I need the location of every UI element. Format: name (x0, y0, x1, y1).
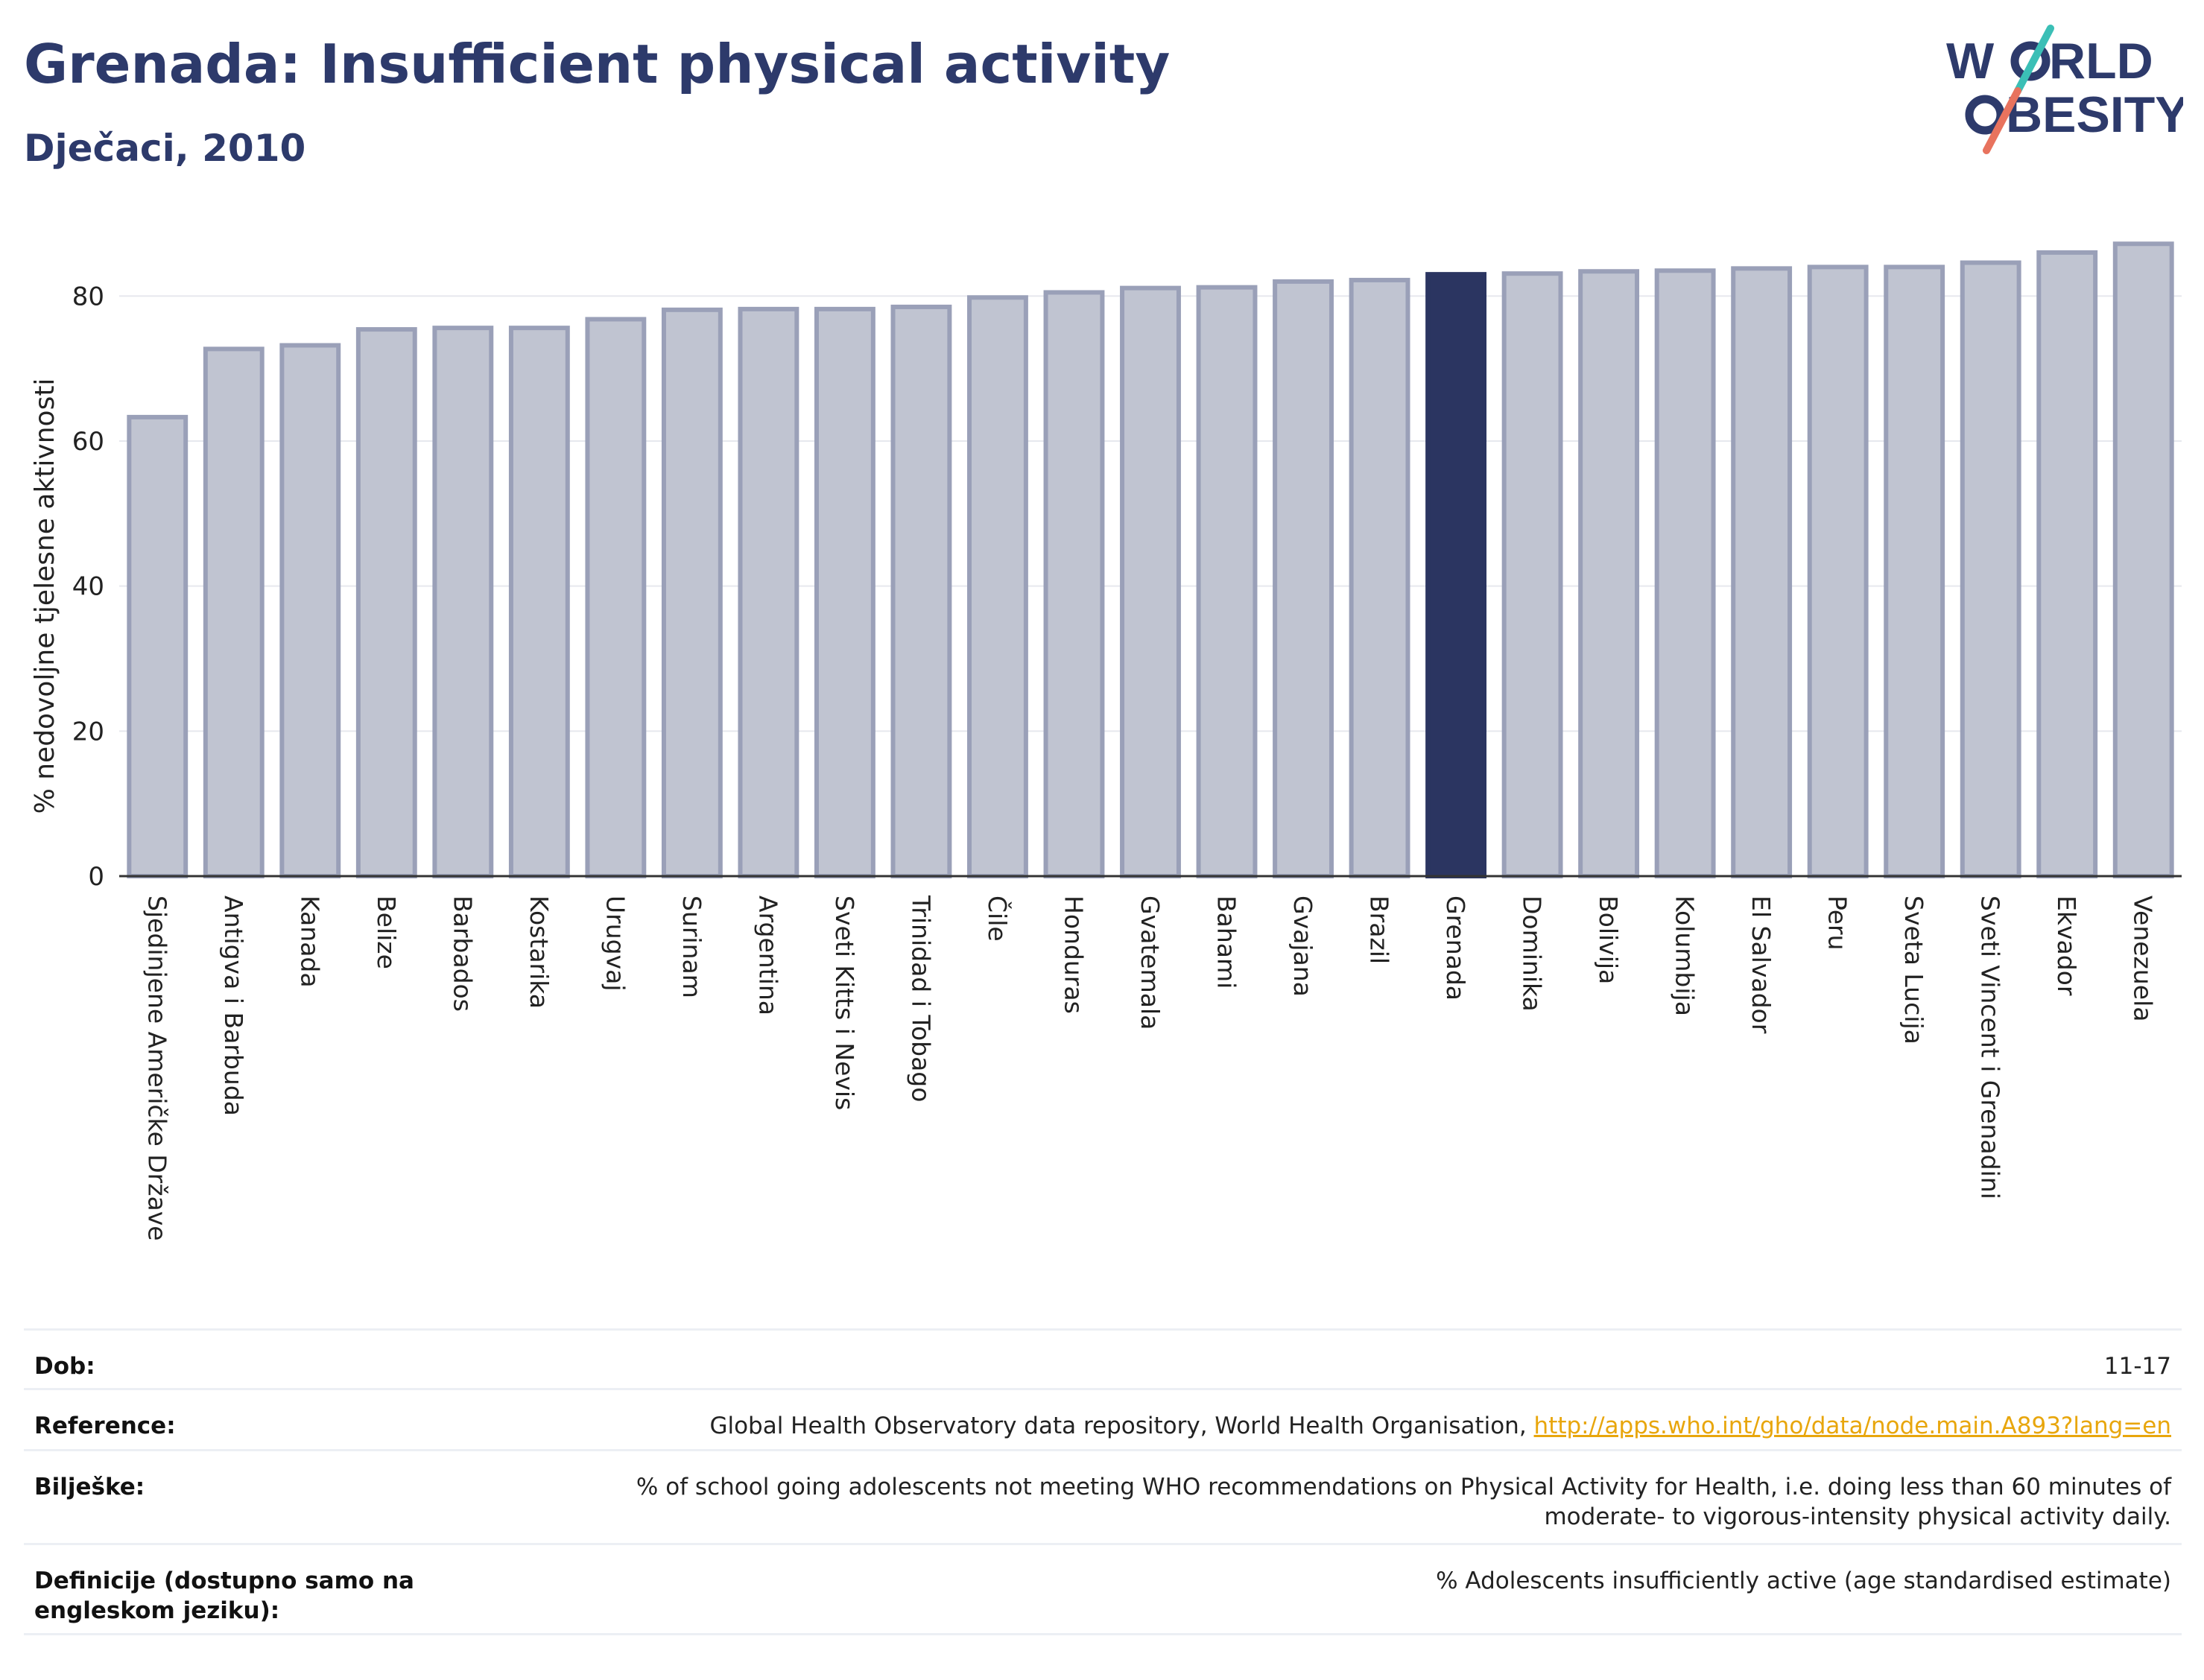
bar (2112, 241, 2174, 878)
logo-slash-bottom (1983, 87, 2021, 154)
x-tick-label: Sveti Vincent i Grenadini (1976, 896, 2005, 1199)
meta-value-notes: % of school going adolescents not meetin… (636, 1474, 2171, 1530)
bar (279, 343, 341, 878)
bar-highlight (1425, 272, 1487, 878)
bar (814, 306, 875, 878)
meta-value-reference: Global Health Observatory data repositor… (556, 1411, 2171, 1441)
meta-row-notes: Bilješke: % of school going adolescents … (24, 1449, 2182, 1543)
x-tick-label: Sjedinjene Američke Države (142, 896, 171, 1241)
x-tick-label: Bolivija (1594, 896, 1623, 984)
meta-value-age: 11-17 (2103, 1353, 2171, 1380)
x-tick-label: Argentina (753, 896, 782, 1015)
x-tick-label: El Salvador (1747, 896, 1776, 1034)
x-tick-label: Gvatemala (1136, 896, 1165, 1030)
bar (1578, 269, 1640, 878)
y-tick-label: 80 (72, 282, 104, 311)
bar (967, 295, 1028, 878)
logo-rld: RLD (2049, 33, 2153, 89)
x-tick-label: Kanada (295, 896, 324, 988)
meta-value-definitions: % Adolescents insufficiently active (age… (1436, 1568, 2171, 1594)
y-tick-label: 0 (88, 862, 104, 892)
x-tick-label: Honduras (1059, 896, 1088, 1014)
y-tick-label: 20 (72, 717, 104, 747)
bar (127, 414, 189, 878)
bar (1196, 285, 1258, 878)
bar (355, 327, 417, 878)
meta-label-reference: Reference: (34, 1413, 176, 1439)
x-tick-label: Brazil (1365, 896, 1394, 964)
y-axis-label: % nedovoljne tjelesne aktivnosti (30, 378, 60, 814)
x-tick-label: Sveti Kitts i Nevis (830, 896, 859, 1110)
metadata-table: Dob: 11-17 Reference: Global Health Obse… (24, 1328, 2182, 1635)
chart-subtitle: Dječaci, 2010 (24, 127, 306, 170)
bar (1960, 260, 2021, 878)
x-tick-label: Trinidad i Tobago (906, 895, 935, 1102)
meta-row-reference: Reference: Global Health Observatory dat… (24, 1388, 2182, 1449)
y-tick-label: 60 (72, 427, 104, 457)
bar (508, 326, 570, 879)
logo-w: W (1946, 33, 1995, 89)
x-tick-label: Venezuela (2129, 896, 2158, 1021)
meta-row-age: Dob: 11-17 (24, 1328, 2182, 1388)
x-tick-label: Čile (983, 896, 1013, 942)
meta-label-age: Dob: (34, 1353, 95, 1380)
x-tick-label: Belize (372, 896, 401, 969)
bar (432, 326, 494, 879)
reference-text: Global Health Observatory data repositor… (709, 1413, 1534, 1439)
bar (890, 304, 952, 878)
x-tick-label: Grenada (1441, 896, 1470, 1001)
bar (1273, 279, 1334, 879)
x-tick-label: Barbados (448, 896, 477, 1012)
bar (1349, 277, 1410, 879)
meta-row-definitions: Definicije (dostupno samo na engleskom j… (24, 1543, 2182, 1635)
bar (1501, 271, 1563, 879)
y-tick-label: 40 (72, 572, 104, 602)
bar (1731, 266, 1793, 878)
chart-title: Grenada: Insufficient physical activity (24, 33, 1171, 95)
logo-o-top (2010, 41, 2051, 81)
x-tick-label: Kolumbija (1671, 896, 1700, 1016)
x-tick-label: Kostarika (525, 896, 554, 1009)
logo-besity: BESITY (2006, 86, 2183, 143)
world-obesity-logo: W RLD BESITY (1946, 25, 2183, 154)
meta-label-notes: Bilješke: (34, 1474, 145, 1500)
bar (661, 307, 723, 878)
x-tick-label: Ekvador (2052, 896, 2081, 996)
x-tick-label: Bahami (1212, 896, 1241, 989)
bars-layer (127, 241, 2174, 879)
bar (203, 346, 265, 878)
reference-link[interactable]: http://apps.who.int/gho/data/node.main.A… (1533, 1413, 2171, 1439)
bar (1654, 268, 1716, 878)
bar (738, 306, 799, 878)
meta-label-definitions: Definicije (dostupno samo na engleskom j… (34, 1568, 414, 1624)
bar (1884, 264, 1945, 878)
x-tick-label: Sveta Lucija (1899, 896, 1928, 1045)
x-tick-label: Urugvaj (601, 896, 630, 992)
bar (2036, 250, 2098, 878)
x-tick-label: Antigva i Barbuda (219, 896, 248, 1116)
bar (585, 317, 647, 879)
bar-chart: 0 20 40 60 80 Sjedinjene Američke Države Anti… (30, 241, 2182, 1241)
y-ticks: 0 20 40 60 80 (72, 282, 104, 892)
bar (1807, 264, 1869, 878)
x-tick-label: Peru (1823, 896, 1852, 951)
x-tick-label: Surinam (677, 896, 706, 998)
x-tick-label: Dominika (1518, 896, 1547, 1012)
logo-o-bottom (1965, 95, 2005, 135)
x-tick-label: Gvajana (1288, 896, 1317, 997)
bar (1120, 285, 1181, 879)
x-ticks: Sjedinjene Američke Države Antigva i Barb… (142, 895, 2157, 1241)
bar (1043, 290, 1105, 878)
logo-slash-top (2014, 25, 2054, 95)
